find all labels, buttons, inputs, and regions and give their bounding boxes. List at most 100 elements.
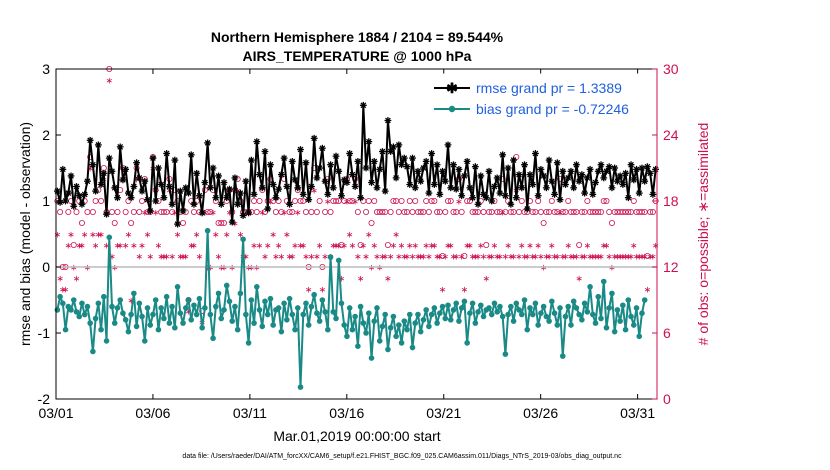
assimilated-obs-point: ∗ (275, 241, 283, 251)
assimilated-obs-point: ∗ (89, 230, 97, 240)
assimilated-obs-point: ∗ (297, 241, 305, 251)
assimilated-obs-point: ∗ (289, 252, 297, 262)
assimilated-obs-point: ∗ (526, 241, 534, 251)
bias-point (406, 311, 413, 318)
bias-point (423, 307, 429, 313)
x-axis-label: Mar.01,2019 00:00:00 start (273, 428, 440, 444)
assimilated-obs-point: ∗ (480, 252, 488, 262)
bias-point (234, 326, 241, 333)
rmse-point (291, 176, 299, 184)
assimilated-obs-point: ∗ (250, 241, 258, 251)
rmse-point (430, 181, 438, 188)
assimilated-obs-point: ∗ (422, 241, 430, 251)
rmse-point (92, 187, 100, 195)
assimilated-obs-point: ∗ (223, 230, 231, 240)
assimilated-obs-point: ∗ (256, 241, 264, 251)
rmse-point (308, 183, 315, 190)
rmse-point (474, 200, 482, 208)
bias-point (456, 318, 462, 324)
assimilated-obs-point: ∗ (518, 241, 526, 251)
assimilated-obs-point: ∗ (299, 241, 307, 251)
rmse-point (220, 179, 228, 186)
rmse-point (89, 161, 97, 169)
rmse-point (573, 161, 580, 169)
possible-obs-point (313, 208, 320, 215)
rmse-point (313, 174, 321, 182)
rmse-point (327, 161, 334, 169)
bias-point (639, 310, 645, 317)
bias-point (322, 309, 328, 315)
assimilated-obs-point: ∗ (56, 274, 64, 284)
bias-point (335, 257, 342, 264)
assimilated-obs-point: ∗ (496, 252, 504, 262)
bias-point (139, 313, 145, 320)
rmse-point (583, 174, 591, 182)
rmse-point (611, 164, 619, 172)
assimilated-obs-point: ∗ (130, 241, 138, 251)
rmse-point (491, 183, 498, 190)
y2-axis-label: # of obs: o=possible; ∗=assimilated (695, 123, 711, 346)
rmse-point (152, 197, 160, 205)
legend-rmse-label: rmse grand pr = 1.3389 (476, 80, 622, 96)
bias-point (609, 290, 615, 297)
rmse-point (633, 165, 640, 173)
y2-tick-label: 6 (663, 325, 671, 341)
possible-obs-point (529, 208, 536, 215)
rmse-point (417, 177, 425, 185)
possible-obs-point (595, 208, 602, 215)
rmse-point (559, 167, 567, 175)
bias-point (81, 311, 88, 318)
rmse-point (253, 138, 261, 145)
possible-obs-point (485, 208, 492, 215)
possible-obs-point (84, 208, 91, 215)
rmse-point (75, 192, 83, 200)
rmse-point (332, 152, 340, 160)
assimilated-obs-point: ∗ (215, 252, 223, 262)
bias-point (95, 300, 102, 307)
possible-obs-point (221, 219, 228, 226)
bias-point (294, 305, 301, 311)
possible-obs-point (136, 208, 143, 215)
bias-point (62, 326, 69, 333)
bias-point (180, 320, 186, 326)
rmse-point (425, 189, 433, 197)
rmse-point (354, 158, 362, 165)
bias-point (284, 317, 290, 323)
bias-point (554, 322, 561, 328)
bias-point (54, 307, 61, 313)
possible-obs-point (450, 208, 457, 215)
bias-point (404, 326, 410, 333)
possible-obs-point (395, 208, 402, 215)
bias-point (207, 311, 214, 318)
rmse-point (613, 177, 621, 185)
possible-obs-point (425, 208, 432, 215)
bias-point (111, 320, 118, 326)
bias-point (289, 311, 296, 318)
rmse-point (477, 172, 485, 180)
rmse-point (444, 141, 452, 149)
y2-tick-label: 0 (663, 391, 671, 407)
rmse-point (389, 143, 397, 151)
bias-point (502, 351, 509, 357)
assimilated-obs-point: ∗ (182, 252, 190, 262)
possible-obs-point (251, 197, 258, 204)
assimilated-obs-point: ∗ (477, 241, 485, 251)
assimilated-obs-point: ∗ (387, 252, 395, 262)
bias-point (229, 318, 236, 324)
possible-obs-point (625, 208, 632, 215)
assimilated-obs-point: ∗ (324, 197, 332, 207)
bias-point (442, 315, 449, 322)
bias-point (275, 305, 282, 311)
legend: ✱ rmse grand pr = 1.3389 bias grand pr =… (429, 73, 655, 123)
assimilated-obs-point: ∗ (611, 252, 619, 262)
bias-point (256, 307, 263, 313)
possible-obs-point (371, 197, 378, 204)
bias-point (630, 322, 637, 328)
chart-subtitle: AIRS_TEMPERATURE @ 1000 hPa (243, 48, 472, 64)
rmse-point (624, 194, 632, 202)
bias-point (221, 307, 227, 313)
rmse-point (209, 164, 217, 172)
bias-point (532, 300, 539, 307)
assimilated-obs-point: ∗ (133, 175, 141, 185)
